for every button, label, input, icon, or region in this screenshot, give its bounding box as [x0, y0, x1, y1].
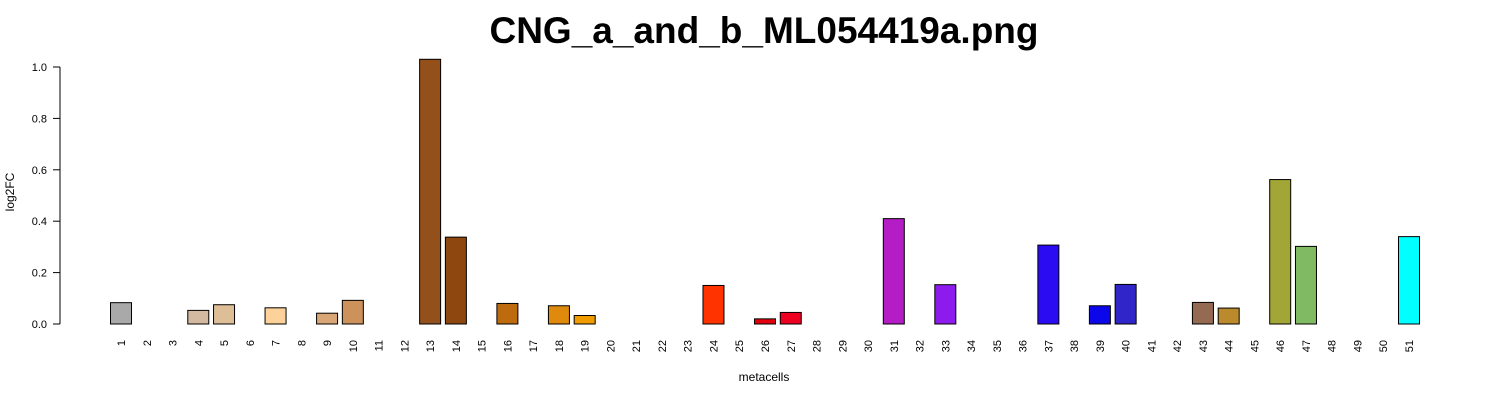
bar-39 [1088, 305, 1111, 325]
bar-40 [1114, 283, 1137, 325]
x-tick-label: 31 [889, 340, 901, 352]
x-tick-label: 7 [271, 340, 283, 346]
bar-46 [1269, 179, 1292, 325]
x-tick-label: 8 [296, 340, 308, 346]
bar-13 [419, 58, 442, 325]
x-tick-labels: 1 2 3 4 5 6 7 8 9 10 11 12 13 14 15 16 17 18 19 20 21 22 23 24 2… [116, 340, 1416, 352]
x-tick-label: 18 [554, 340, 566, 352]
x-tick-label: 20 [605, 340, 617, 352]
bar-16 [496, 302, 519, 325]
x-tick-label: 25 [734, 340, 746, 352]
x-tick-label: 40 [1121, 340, 1133, 352]
bar-43 [1191, 301, 1214, 325]
x-tick-label: 22 [657, 340, 669, 352]
y-axis: 0.0 0.2 0.4 0.6 0.8 1.0 [32, 62, 61, 331]
x-tick-label: 43 [1198, 340, 1210, 352]
x-tick-label: 27 [786, 340, 798, 352]
x-tick-label: 23 [683, 340, 695, 352]
x-tick-label: 13 [425, 340, 437, 352]
x-tick-label: 16 [502, 340, 514, 352]
bars-group [110, 58, 1420, 325]
bar-18 [547, 305, 570, 325]
x-tick-label: 39 [1095, 340, 1107, 352]
x-tick-label: 37 [1043, 340, 1055, 352]
x-tick-label: 48 [1327, 340, 1339, 352]
x-tick-label: 33 [940, 340, 952, 352]
x-tick-label: 11 [374, 340, 386, 351]
x-tick-label: 3 [168, 340, 180, 346]
bar-5 [213, 304, 236, 325]
y-tick-label: 0.2 [32, 268, 47, 280]
x-tick-label: 24 [708, 340, 720, 352]
bar-4 [187, 309, 210, 325]
y-tick-label: 0.4 [32, 216, 47, 228]
x-tick-label: 19 [580, 340, 592, 352]
bar-33 [934, 284, 957, 325]
bar-47 [1294, 245, 1317, 325]
bar-31 [882, 218, 905, 325]
x-tick-label: 12 [399, 340, 411, 352]
x-tick-label: 46 [1275, 340, 1287, 352]
x-tick-label: 38 [1069, 340, 1081, 352]
x-tick-label: 36 [1018, 340, 1030, 352]
bar-14 [444, 236, 467, 325]
x-tick-label: 4 [193, 340, 205, 346]
x-axis-label: metacells [739, 370, 790, 384]
x-tick-label: 45 [1249, 340, 1261, 352]
y-tick-label: 1.0 [32, 62, 47, 74]
bar-44 [1217, 307, 1240, 325]
x-tick-label: 10 [348, 340, 360, 352]
x-tick-label: 1 [116, 340, 128, 346]
x-tick-label: 34 [966, 340, 978, 352]
x-tick-label: 5 [219, 340, 231, 346]
x-tick-label: 9 [322, 340, 334, 346]
x-tick-label: 6 [245, 340, 257, 346]
x-tick-label: 49 [1352, 340, 1364, 352]
x-tick-label: 15 [477, 340, 489, 352]
bar-1 [110, 302, 132, 325]
bar-7 [264, 307, 287, 325]
bar-26 [754, 318, 776, 325]
x-tick-label: 32 [915, 340, 927, 352]
x-tick-label: 29 [837, 340, 849, 352]
x-tick-label: 28 [812, 340, 824, 352]
bar-51 [1398, 236, 1420, 325]
x-tick-label: 30 [863, 340, 875, 352]
x-tick-label: 41 [1146, 340, 1158, 352]
x-tick-label: 35 [992, 340, 1004, 352]
x-tick-label: 14 [451, 340, 463, 352]
y-tick-label: 0.6 [32, 165, 47, 177]
x-tick-label: 47 [1301, 340, 1313, 352]
y-tick-label: 0.8 [32, 113, 47, 125]
x-tick-label: 50 [1378, 340, 1390, 352]
bar-27 [779, 311, 802, 325]
chart-title: CNG_a_and_b_ML054419a.png [489, 10, 1038, 51]
bar-37 [1037, 244, 1060, 325]
x-tick-label: 2 [142, 340, 154, 346]
x-tick-label: 21 [631, 340, 643, 352]
y-axis-label: log2FC [3, 172, 17, 211]
x-tick-label: 26 [760, 340, 772, 352]
bar-19 [573, 315, 596, 325]
y-tick-label: 0.0 [32, 319, 47, 331]
x-tick-label: 17 [528, 340, 540, 352]
bar-9 [316, 312, 339, 325]
bar-24 [702, 284, 725, 325]
x-tick-label: 42 [1172, 340, 1184, 352]
x-tick-label: 51 [1404, 340, 1416, 352]
x-tick-label: 44 [1224, 340, 1236, 352]
bar-10 [341, 299, 364, 325]
